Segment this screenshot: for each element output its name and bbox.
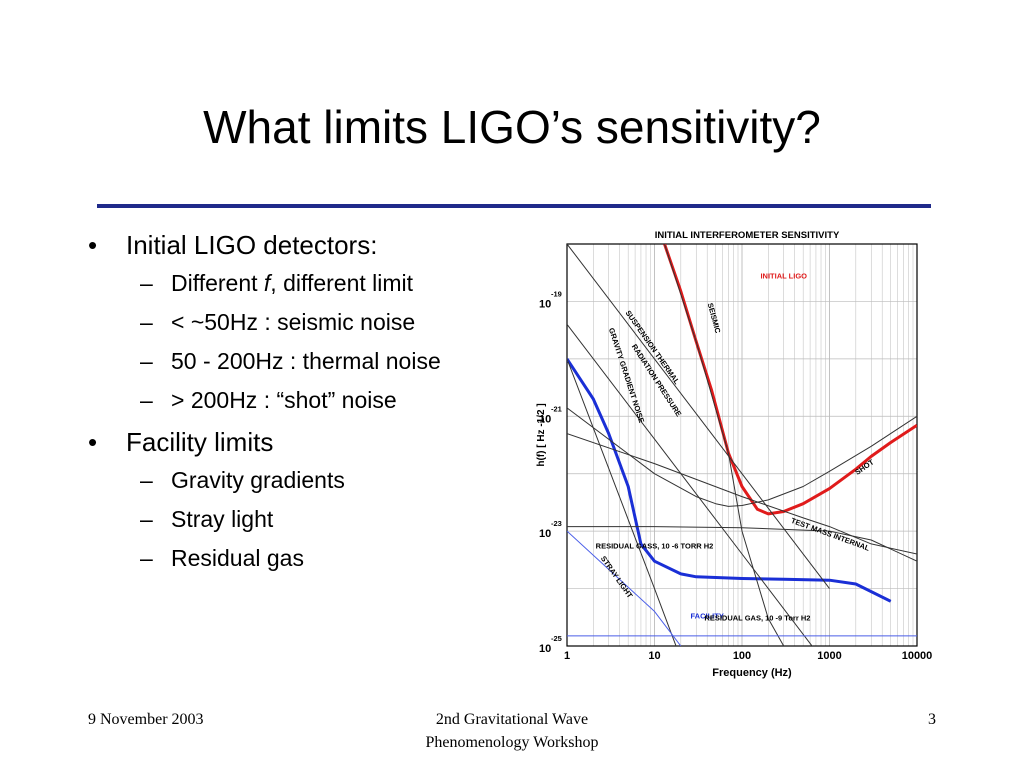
series-annotation: RESIDUAL GAS, 10 -9 Torr H2 (704, 613, 810, 622)
sub-bullet-item: > 200Hz : “shot” noise (88, 387, 488, 414)
footer-event: 2nd Gravitational Wave Phenomenology Wor… (362, 708, 662, 754)
series-annotation: FACILITY (691, 612, 724, 621)
slide-title: What limits LIGO’s sensitivity? (203, 101, 821, 153)
series-annotation: GRAVITY GRADIENT NOISE (607, 327, 646, 424)
bullet-item: Facility limits (88, 426, 488, 458)
sensitivity-chart: INITIAL INTERFEROMETER SENSITIVITY 1 10 100… (536, 230, 933, 679)
footer-page-number: 3 (928, 711, 936, 728)
series-annotation: STRAY LIGHT (599, 554, 635, 600)
series-line (567, 407, 917, 507)
y-tick-base: 10 (539, 298, 551, 310)
sub-bullet-text: , different limit (270, 270, 414, 296)
y-axis-label: h(f) [ Hz -1/2 ] (536, 403, 547, 466)
series-annotation: TEST MASS INTERNAL (790, 516, 871, 553)
x-axis-label: Frequency (Hz) (712, 667, 792, 679)
series-line (567, 244, 830, 589)
footer-event-line: 2nd Gravitational Wave (435, 711, 589, 728)
plot-frame (566, 243, 918, 647)
sub-bullet-item: 50 - 200Hz : thermal noise (88, 348, 488, 375)
x-tick-label: 10 (648, 650, 660, 662)
title-divider (97, 204, 931, 208)
y-tick-exponent: -25 (551, 634, 562, 643)
y-tick-exponent: -23 (551, 519, 562, 528)
series-line (664, 244, 785, 646)
series-line (567, 530, 682, 646)
bullet-item: Initial LIGO detectors: (88, 229, 488, 261)
chart-title: INITIAL INTERFEROMETER SENSITIVITY (655, 230, 840, 241)
sub-bullet-item: Stray light (88, 506, 488, 533)
x-tick-label: 100 (733, 650, 751, 662)
x-tick-label: 1000 (817, 650, 841, 662)
x-tick-label: 1 (564, 650, 570, 662)
series-line (567, 358, 892, 603)
sub-bullet-item: < ~50Hz : seismic noise (88, 309, 488, 336)
series-line (567, 358, 677, 646)
footer-date: 9 November 2003 (88, 711, 204, 728)
y-tick-base: 10 (539, 528, 551, 540)
y-tick-base: 10 (539, 643, 551, 655)
series-line (567, 323, 813, 646)
sub-bullet-item: Gravity gradients (88, 467, 488, 494)
series-annotation: SEISMIC (706, 302, 723, 335)
series-line (567, 433, 917, 555)
frequency-symbol: f (263, 270, 271, 296)
sub-bullet-text: Different (171, 270, 264, 296)
series-annotation: RESIDUAL GASS, 10 -6 TORR H2 (596, 541, 714, 550)
y-tick-base: 10 (539, 413, 551, 425)
series-line (567, 526, 917, 562)
x-tick-label: 10000 (902, 650, 933, 662)
y-tick-exponent: -21 (551, 404, 562, 413)
y-tick-exponent: -19 (551, 289, 562, 298)
sub-bullet-item: Different f, different limit (88, 270, 488, 297)
sub-bullet-item: Residual gas (88, 545, 488, 572)
footer-event-line: Phenomenology Workshop (425, 734, 599, 751)
series-annotation: INITIAL LIGO (760, 272, 807, 281)
bullet-list: Initial LIGO detectors: Different f, dif… (88, 229, 488, 584)
